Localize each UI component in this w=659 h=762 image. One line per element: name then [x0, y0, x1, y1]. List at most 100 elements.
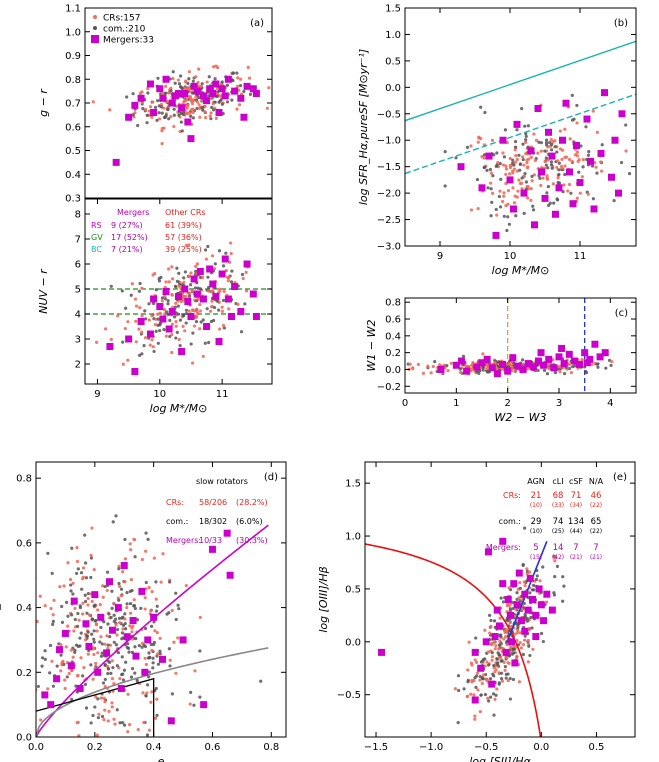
ytick-label-a: 0.4 [65, 170, 81, 181]
crs-point [133, 297, 138, 301]
crs-point [169, 115, 173, 119]
crs-point [163, 312, 167, 316]
crs-point [169, 86, 173, 90]
crs-point [108, 643, 112, 647]
crs-point [140, 557, 144, 562]
com-point [189, 342, 193, 346]
ytick-label-a: 0.7 [65, 99, 81, 110]
merger-point [56, 646, 64, 654]
com-point [174, 617, 178, 622]
com-point [178, 344, 182, 348]
table-subcell: (33) [552, 502, 564, 509]
com-point [445, 363, 449, 368]
merger-point [570, 357, 578, 365]
merger-point [583, 359, 591, 367]
xtick-label-d: 0.6 [205, 742, 221, 753]
merger-point [545, 355, 553, 363]
com-point [156, 76, 160, 80]
com-point [46, 551, 50, 555]
com-point [531, 583, 536, 587]
com-point [550, 143, 554, 147]
ytick-label-c: −0.2 [377, 382, 401, 393]
com-point [116, 627, 120, 632]
com-point [134, 636, 138, 641]
crs-point [59, 643, 63, 647]
crs-point [162, 126, 166, 130]
crs-point [170, 265, 174, 269]
com-point [167, 117, 171, 121]
com-point [158, 652, 162, 656]
crs-point [108, 108, 112, 112]
crs-point [212, 266, 217, 271]
crs-point [138, 306, 142, 310]
com-point [137, 643, 141, 648]
merger-point [108, 626, 116, 634]
crs-point [512, 201, 517, 205]
merger-point [209, 90, 217, 97]
com-point [230, 98, 234, 102]
crs-point [485, 677, 489, 682]
crs-point [181, 324, 185, 328]
crs-point [147, 318, 151, 322]
merger-point [184, 298, 192, 305]
merger-point [156, 303, 164, 310]
ytick-label-b: −1.0 [377, 136, 401, 147]
crs-point [156, 652, 160, 656]
com-point [485, 370, 490, 374]
crs-point [118, 677, 122, 681]
com-point [144, 580, 148, 585]
crs-point [99, 635, 103, 639]
table-row-label: GV [91, 233, 103, 242]
com-point [538, 176, 542, 180]
crs-point [167, 267, 171, 271]
merger-point [85, 642, 93, 650]
com-point [177, 82, 182, 86]
crs-point [150, 690, 154, 694]
xtick-label-a2: 11 [216, 389, 229, 400]
crs-point [507, 603, 512, 608]
crs-point [526, 367, 530, 371]
merger-point [565, 350, 573, 358]
curve-d-magenta [36, 524, 269, 737]
merger-point [502, 648, 510, 656]
com-point [548, 140, 552, 145]
crs-point [575, 154, 580, 158]
crs-point [490, 138, 495, 142]
com-point [167, 647, 171, 651]
crs-point [170, 322, 174, 326]
table-header-other: Other CRs [165, 208, 206, 217]
merger-point [488, 364, 496, 372]
crs-point [247, 76, 252, 80]
merger-point [562, 99, 570, 107]
com-point [83, 593, 87, 597]
com-point [111, 665, 115, 670]
crs-point [221, 323, 226, 328]
com-point [553, 371, 557, 375]
merger-point [576, 179, 584, 187]
com-point [199, 320, 203, 324]
com-point [109, 671, 113, 675]
com-point [562, 584, 566, 588]
com-point [191, 331, 195, 335]
com-point [154, 580, 158, 584]
com-point [543, 149, 547, 153]
com-point [192, 703, 196, 707]
crs-point [506, 661, 510, 665]
crs-point [131, 624, 135, 628]
crs-point [581, 157, 585, 162]
com-point [179, 111, 183, 116]
com-point [552, 201, 556, 205]
merger-point [506, 176, 514, 184]
crs-point [149, 608, 153, 613]
com-point [499, 671, 504, 675]
crs-point [103, 642, 107, 646]
crs-point [504, 172, 508, 176]
crs-point [502, 191, 506, 195]
ytick-label-a2: 3 [75, 335, 81, 346]
crs-point [453, 687, 458, 691]
com-point [127, 650, 131, 654]
table-cell: 134 [568, 517, 584, 527]
com-point [492, 674, 496, 678]
com-point [604, 366, 608, 370]
crs-point [98, 603, 102, 607]
